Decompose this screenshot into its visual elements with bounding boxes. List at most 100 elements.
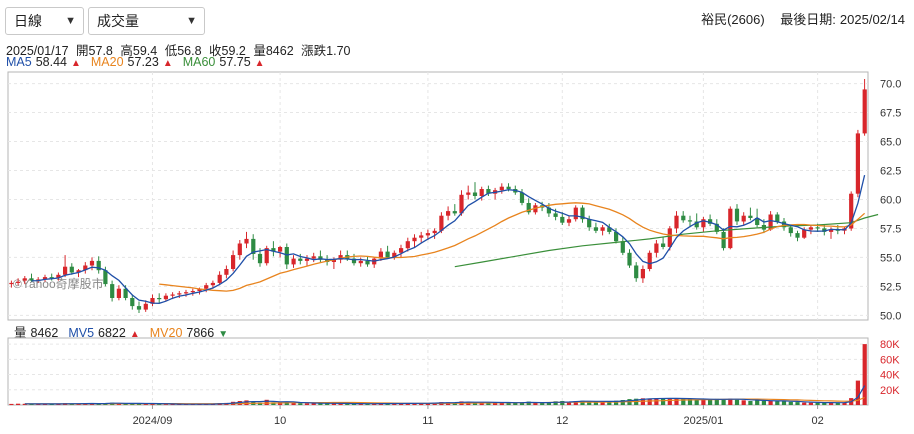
price-tick-label: 50.0 (880, 310, 901, 322)
candle-body (311, 256, 316, 259)
volume-bar (661, 398, 666, 405)
candle-body (9, 282, 14, 285)
volume-tick-label: 60K (880, 354, 900, 366)
ma-legend-name: MA60 (182, 55, 216, 69)
volume-bar (822, 402, 827, 405)
candle-body (607, 227, 612, 232)
ma-legend-item: MA20 57.23 ▲ (91, 55, 173, 69)
candle-body (210, 282, 215, 286)
ma-legend: MA5 58.44 ▲ MA20 57.23 ▲ MA60 57.75 ▲ (6, 55, 275, 69)
price-tick-label: 60.0 (880, 194, 901, 206)
ma-legend-item: MA5 58.44 ▲ (6, 55, 81, 69)
candle-body (432, 230, 437, 234)
candle-body (667, 228, 672, 247)
candle-body (96, 260, 101, 271)
candle-body (721, 231, 726, 249)
volume-bar (150, 403, 155, 405)
volume-bar (76, 403, 81, 405)
x-tick-label: 10 (274, 415, 286, 427)
ma-legend-value: 57.23 (127, 55, 159, 69)
volume-bar (761, 400, 766, 405)
candle-body (110, 284, 115, 298)
volume-bar (331, 403, 336, 405)
volume-bar (479, 402, 484, 405)
candle-body (775, 214, 780, 222)
volume-bar (654, 398, 659, 405)
ma-legend-name: MA5 (6, 55, 32, 69)
candle-body (452, 211, 457, 214)
candle-body (89, 260, 95, 266)
candle-body (244, 238, 249, 244)
candle-body (405, 241, 410, 249)
candle-body (264, 248, 269, 264)
vol-legend-item: MV20 7866 ▼ (150, 326, 228, 340)
volume-bar (580, 400, 585, 405)
vol-legend-item: 量 8462 (14, 326, 58, 340)
volume-bar (311, 403, 316, 405)
indicator-select[interactable]: 成交量 ▼ (88, 7, 205, 35)
candle-body (49, 277, 54, 279)
candle-body (439, 215, 444, 231)
arrow-up-icon: ▲ (254, 58, 265, 69)
ma-legend-name: MA20 (90, 55, 124, 69)
candle-body (69, 266, 74, 273)
volume-bar (734, 399, 740, 405)
volume-bar (862, 344, 867, 405)
stock-name: 裕民(2606) (701, 12, 765, 27)
volume-bar (170, 404, 175, 405)
last-date: 2025/02/14 (839, 12, 905, 27)
candle-body (681, 215, 686, 221)
candle-body (593, 227, 598, 231)
volume-bar (748, 401, 753, 405)
period-select[interactable]: 日線 ▼ (5, 7, 84, 35)
candle-body (204, 285, 209, 289)
volume-bar (755, 400, 760, 405)
candle-body (163, 295, 168, 300)
volume-bar (546, 402, 551, 405)
volume-bar (768, 400, 773, 405)
candle-body (291, 258, 296, 265)
candle-body (580, 207, 585, 220)
volume-bar (687, 398, 693, 405)
volume-bar (620, 400, 625, 405)
volume-bar (714, 398, 719, 405)
candle-body (553, 213, 558, 217)
candle-body (392, 252, 397, 258)
candle-body (674, 215, 679, 229)
candle-body (304, 258, 310, 261)
x-tick-label: 2025/01 (684, 415, 724, 427)
volume-bar (130, 403, 135, 405)
candle-body (620, 241, 625, 253)
volume-bar (318, 403, 323, 405)
candle-body (56, 274, 61, 279)
candle-body (378, 251, 383, 259)
volume-bar (802, 402, 807, 405)
candle-body (157, 298, 162, 300)
candle-body (708, 219, 713, 224)
candle-body (150, 298, 155, 304)
volume-bar (378, 403, 383, 405)
volume-bar (815, 402, 820, 405)
vol-legend-name: 量 (14, 326, 27, 340)
candle-body (251, 238, 256, 254)
candle-body (190, 291, 195, 293)
candle-body (197, 288, 202, 291)
ohlc-info: 2025/01/17 開57.8 高59.4 低56.8 收59.2 量8462… (6, 40, 355, 59)
info-close: 收59.2 (209, 44, 246, 58)
volume-legend: 量 8462 MV5 6822 ▲ MV20 7866 ▼ (14, 322, 238, 341)
candle-body (634, 265, 639, 279)
volume-bar (533, 402, 538, 405)
volume-bar (157, 404, 162, 405)
candle-body (338, 255, 343, 260)
x-tick-label: 02 (811, 415, 823, 427)
volume-bar (573, 401, 578, 405)
candle-body (479, 189, 484, 196)
candle-body (755, 218, 760, 225)
candle-body (83, 265, 88, 271)
candle-body (237, 243, 242, 256)
volume-bar (566, 401, 572, 405)
chevron-down-icon: ▼ (186, 15, 197, 27)
volume-bar (721, 399, 726, 405)
candle-body (526, 203, 531, 213)
candle-body (849, 193, 854, 229)
